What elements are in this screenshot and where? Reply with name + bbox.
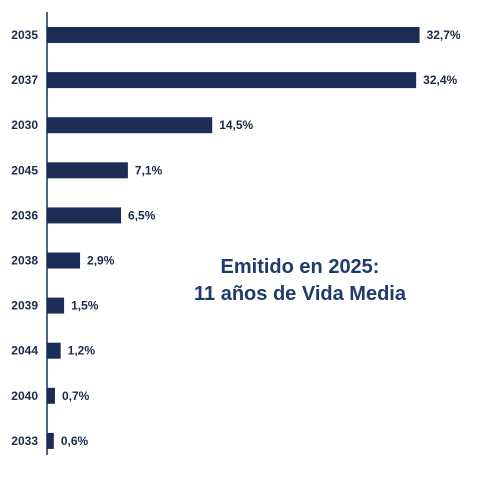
bars-group: 2035 32,7% 2037 32,4% 2030 14,5% 2045 7,1% 2036 6…	[11, 27, 461, 449]
bar	[47, 432, 54, 449]
value-label: 14,5%	[219, 118, 253, 132]
bar	[47, 342, 61, 359]
bar	[47, 297, 65, 314]
bar	[47, 387, 55, 404]
category-label: 2037	[11, 73, 38, 87]
annotation-line-2: 11 años de Vida Media	[194, 283, 406, 305]
chart-annotation: Emitido en 2025: 11 años de Vida Media	[150, 254, 450, 308]
value-label: 32,4%	[423, 73, 457, 87]
value-label: 1,2%	[68, 344, 96, 358]
category-label: 2039	[11, 299, 38, 313]
bar	[47, 117, 213, 134]
value-label: 0,7%	[62, 389, 90, 403]
value-label: 0,6%	[61, 434, 89, 448]
value-label: 6,5%	[128, 208, 156, 222]
value-label: 32,7%	[427, 28, 461, 42]
category-label: 2044	[11, 344, 38, 358]
category-label: 2033	[11, 434, 38, 448]
value-label: 1,5%	[71, 299, 99, 313]
value-label: 7,1%	[135, 163, 163, 177]
bar	[47, 72, 417, 89]
annotation-line-1: Emitido en 2025:	[220, 256, 380, 278]
bar	[47, 162, 128, 179]
value-label: 2,9%	[87, 254, 115, 268]
category-label: 2030	[11, 118, 38, 132]
category-label: 2038	[11, 254, 38, 268]
category-label: 2045	[11, 163, 38, 177]
category-label: 2040	[11, 389, 38, 403]
bar	[47, 252, 81, 269]
bar	[47, 207, 122, 224]
bar	[47, 27, 420, 43]
category-label: 2036	[11, 208, 38, 222]
category-label: 2035	[11, 28, 38, 42]
